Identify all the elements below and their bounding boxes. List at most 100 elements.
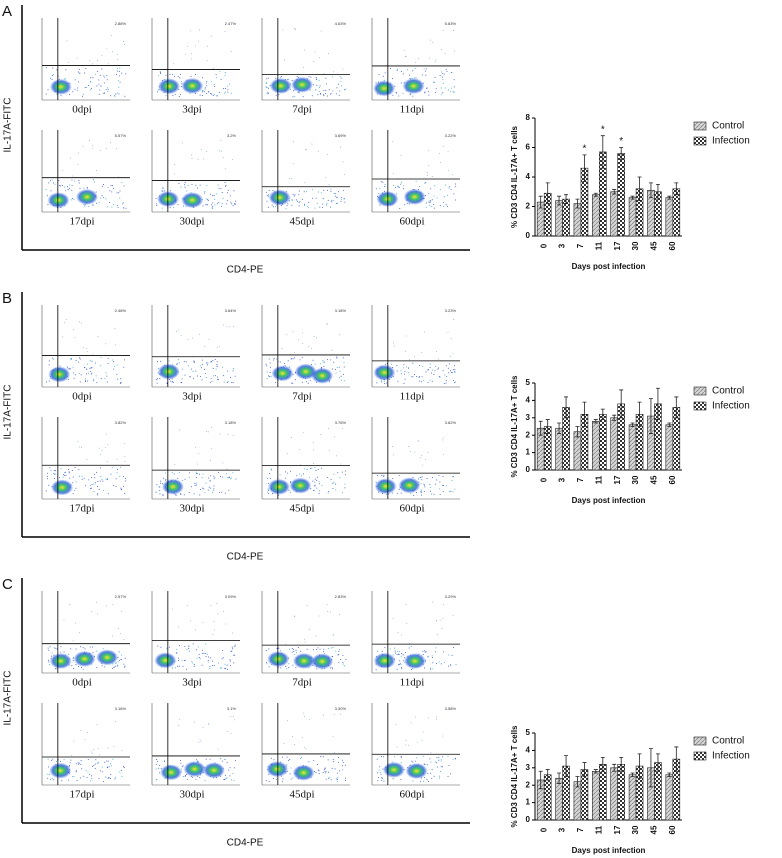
event-dot (401, 70, 403, 72)
event-dot (392, 446, 393, 447)
event-dot (96, 724, 98, 726)
event-dot (189, 650, 191, 652)
event-dot (454, 758, 456, 760)
density-blob (403, 653, 426, 670)
event-dot (70, 368, 72, 370)
event-dot (423, 68, 425, 70)
event-dot (227, 380, 229, 382)
event-dot (119, 190, 121, 192)
event-dot (437, 368, 439, 370)
panel-label: B (2, 290, 12, 307)
event-dot (231, 779, 233, 781)
event-dot (196, 463, 198, 465)
event-dot (116, 73, 118, 75)
event-dot (165, 479, 167, 481)
event-dot (208, 91, 210, 93)
event-dot (66, 318, 67, 320)
event-dot (407, 367, 409, 369)
event-dot (327, 476, 329, 478)
flow-plot: 3.2%30dpi (151, 130, 240, 228)
event-dot (405, 56, 407, 58)
event-dot (328, 777, 330, 779)
event-dot (185, 361, 187, 363)
event-dot (427, 451, 429, 453)
event-dot (279, 474, 281, 476)
event-dot (120, 659, 122, 661)
event-dot (178, 718, 180, 720)
event-dot (323, 89, 325, 91)
gate-percent: 2.88% (115, 21, 127, 26)
event-dot (74, 466, 76, 468)
event-dot (331, 668, 333, 670)
x-tick-label: 7 (576, 477, 585, 482)
event-dot (125, 480, 127, 482)
event-dot (181, 378, 183, 380)
event-dot (90, 367, 92, 369)
event-dot (321, 467, 323, 469)
event-dot (232, 435, 234, 437)
event-dot (281, 76, 283, 78)
event-dot (115, 344, 116, 346)
event-dot (156, 205, 158, 207)
event-dot (424, 764, 426, 766)
event-dot (204, 368, 206, 370)
event-dot (224, 182, 226, 184)
event-dot (409, 359, 410, 361)
event-dot (266, 365, 268, 367)
event-dot (207, 200, 209, 202)
event-dot (223, 610, 224, 612)
event-dot (316, 648, 318, 650)
event-dot (202, 487, 204, 489)
event-dot (381, 651, 383, 653)
event-dot (197, 646, 199, 648)
event-dot (208, 722, 210, 724)
event-dot (88, 84, 90, 86)
event-dot (216, 365, 218, 367)
y-axis-label: IL-17A-FITC (3, 97, 14, 152)
event-dot (397, 380, 399, 382)
event-dot (223, 375, 225, 377)
event-dot (323, 189, 325, 191)
event-dot (392, 654, 394, 656)
event-dot (344, 470, 346, 472)
event-dot (330, 190, 332, 192)
event-dot (214, 358, 216, 360)
event-dot (77, 164, 79, 166)
event-dot (204, 492, 206, 494)
event-dot (120, 770, 122, 772)
event-dot (232, 716, 234, 717)
event-dot (325, 177, 327, 178)
event-dot (400, 655, 402, 657)
event-dot (185, 668, 187, 670)
error-bar (674, 746, 679, 772)
event-dot (396, 69, 398, 71)
event-dot (272, 206, 274, 208)
error-bar (564, 194, 569, 204)
event-dot (292, 777, 294, 779)
event-dot (225, 184, 227, 186)
event-dot (74, 88, 76, 90)
event-dot (309, 468, 311, 470)
event-dot (394, 345, 395, 347)
event-dot (98, 202, 100, 204)
event-dot (333, 193, 335, 195)
event-dot (298, 339, 299, 341)
event-dot (202, 621, 204, 623)
event-dot (344, 201, 346, 203)
event-dot (439, 153, 441, 154)
event-dot (64, 472, 66, 474)
event-dot (66, 366, 68, 368)
event-dot (226, 473, 228, 475)
event-dot (87, 380, 89, 382)
event-dot (268, 648, 270, 650)
event-dot (166, 382, 168, 384)
event-dot (316, 78, 318, 80)
event-dot (330, 667, 332, 669)
event-dot (185, 53, 187, 55)
event-dot (427, 773, 429, 775)
event-dot (442, 92, 444, 94)
event-dot (107, 747, 109, 749)
event-dot (408, 744, 410, 746)
event-dot (107, 381, 109, 383)
event-dot (266, 663, 268, 665)
